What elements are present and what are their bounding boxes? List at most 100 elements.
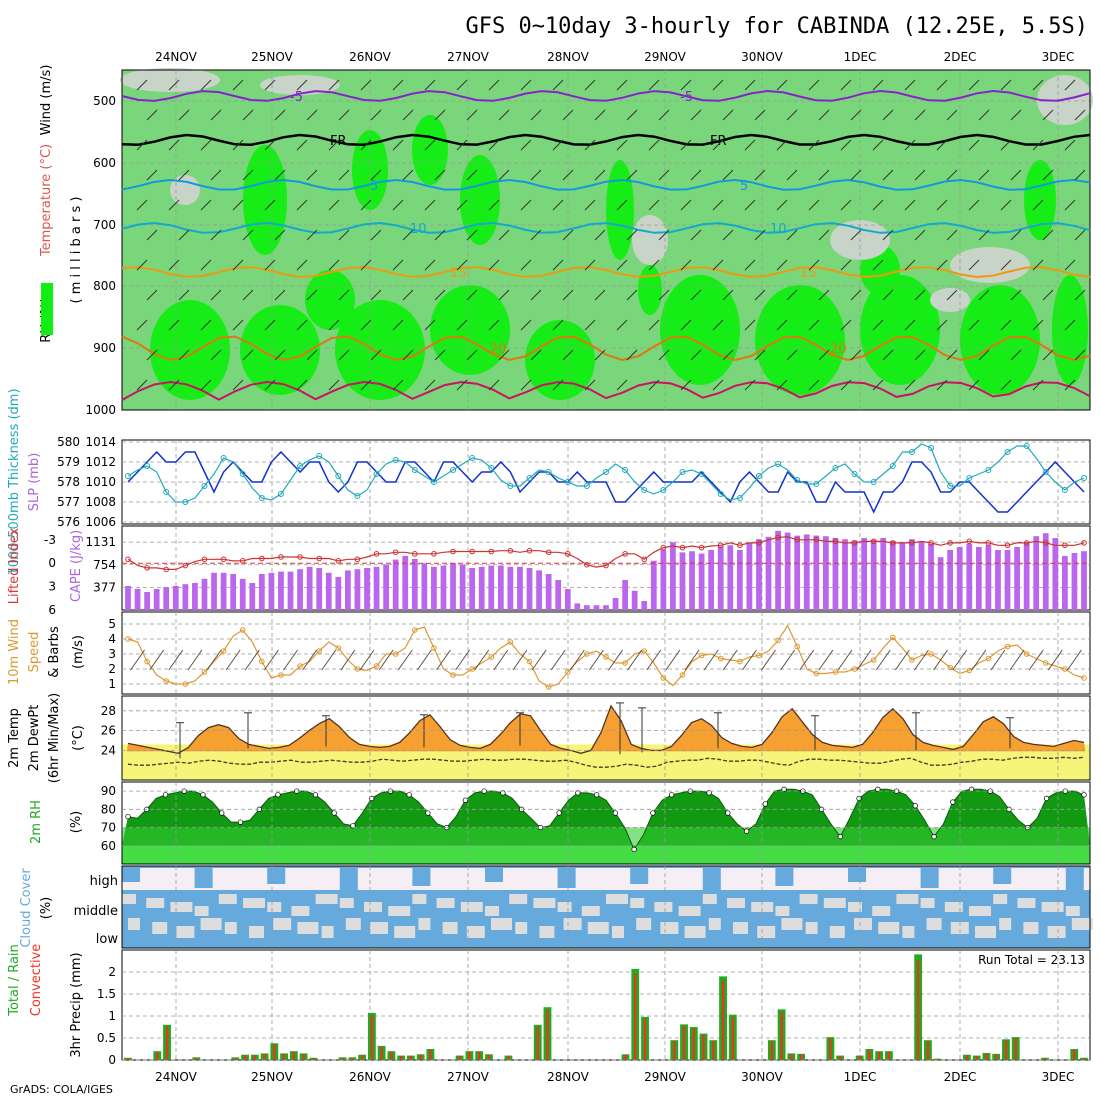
li-point xyxy=(488,548,495,555)
thickness-point xyxy=(717,491,724,497)
wind-barb xyxy=(1010,289,1022,301)
cloud-low-block xyxy=(297,922,319,934)
cloud-low-block xyxy=(660,922,679,934)
wind-barb xyxy=(584,319,596,331)
wind-barb xyxy=(242,169,254,181)
cloud-low-block xyxy=(829,926,845,938)
wind-barb xyxy=(552,79,564,91)
precip-bar-convective xyxy=(478,1051,481,1060)
precip-conv-label: Convective xyxy=(29,944,44,1017)
precip-bar-convective xyxy=(302,1053,305,1060)
wind-barb xyxy=(616,319,628,331)
wind-barb xyxy=(584,199,596,211)
wind-speed-point xyxy=(717,655,724,662)
rh-moist-area xyxy=(430,285,510,375)
precip-bar-convective xyxy=(468,1051,471,1060)
wind-barb xyxy=(136,319,148,331)
wind-barb xyxy=(530,349,542,361)
wind-barb xyxy=(210,169,222,181)
rh-moist-area xyxy=(606,160,634,260)
cape-bar xyxy=(593,605,600,610)
cape-bar xyxy=(861,538,867,610)
cape-bar xyxy=(1042,533,1049,610)
thickness-point xyxy=(679,469,686,475)
wind-barb xyxy=(680,199,692,211)
cloud-low-block xyxy=(563,918,582,930)
thickness-point xyxy=(908,449,915,455)
wind-barb-10m xyxy=(283,649,298,671)
rh-moist-area xyxy=(243,145,287,255)
cloud-low-block xyxy=(152,922,168,934)
date-label-bottom: 24NOV xyxy=(155,1070,197,1084)
li-point xyxy=(851,540,858,546)
cape-bar xyxy=(947,550,954,610)
li-point xyxy=(373,551,380,557)
rh2m-panel: 90 80 70 60 2m RH (%) xyxy=(29,781,1091,865)
wind-barb xyxy=(552,319,564,331)
wind-barb xyxy=(744,379,756,391)
wind-barb-10m xyxy=(914,649,929,671)
wind-barb xyxy=(594,349,606,361)
li-point xyxy=(947,540,953,546)
wind-barb xyxy=(424,139,436,151)
thickness-point xyxy=(660,487,667,493)
li-axis-label: Lifted Index xyxy=(7,527,22,604)
cloud-low-block xyxy=(128,918,140,930)
cloud-mid-block xyxy=(243,898,265,908)
cape-bar xyxy=(364,568,370,610)
thickness-point xyxy=(182,499,189,505)
cloud-low-block xyxy=(466,926,485,938)
wind-speed-point xyxy=(794,643,801,650)
precip-bar-convective xyxy=(731,1016,734,1060)
cape-bar xyxy=(1014,547,1020,610)
wind-speed-point xyxy=(641,648,648,654)
wind-barb xyxy=(488,79,500,91)
wind-barb xyxy=(402,109,414,121)
cloud-mid-block xyxy=(1065,906,1080,916)
wind-barb xyxy=(1010,349,1022,361)
wind-speed-point xyxy=(660,675,667,681)
cloud-low-block xyxy=(224,922,237,934)
cape-bar xyxy=(125,586,131,610)
cloud-low-block xyxy=(442,922,458,934)
wind-barb xyxy=(680,259,692,271)
temp-axis-label: Temperature (°C) xyxy=(39,144,54,257)
wind-barb xyxy=(402,289,414,301)
rh-point xyxy=(1043,795,1050,802)
thickness-tick: 580 xyxy=(57,435,80,449)
li-tick: 3 xyxy=(48,580,56,594)
wind-barb xyxy=(658,109,670,121)
precip-tick: 2 xyxy=(108,965,116,979)
rh-moist-area xyxy=(638,265,662,315)
precip-bar-convective xyxy=(253,1054,256,1060)
precip-bar-convective xyxy=(234,1057,237,1060)
wind-barb-10m xyxy=(244,649,260,671)
wind-barb xyxy=(776,199,788,211)
cloud-low-block xyxy=(273,918,292,930)
cloud-high-block xyxy=(339,868,358,890)
wind-barb-10m xyxy=(875,649,891,671)
rh-point xyxy=(856,795,862,802)
thickness-tick: 578 xyxy=(57,475,80,489)
wind-barb xyxy=(200,259,212,271)
precip-bar-convective xyxy=(926,1041,930,1060)
wind-speed-point xyxy=(220,648,227,654)
cape-bar xyxy=(956,547,963,610)
cape-bar xyxy=(746,542,753,610)
date-label-top: 26NOV xyxy=(349,50,391,64)
wind-barb xyxy=(456,139,468,151)
wind-barb xyxy=(1074,169,1086,181)
precip-bar-convective xyxy=(799,1054,803,1060)
precip-bar-convective xyxy=(507,1055,510,1060)
wind-speed-point xyxy=(775,637,781,644)
li-point xyxy=(239,558,246,564)
li-point xyxy=(163,566,170,573)
cloud-high-block xyxy=(1065,868,1084,890)
li-point xyxy=(1042,540,1049,546)
isotherm-line xyxy=(121,221,1091,234)
precip-bar-convective xyxy=(985,1053,988,1060)
cape-bar xyxy=(842,539,848,610)
rh-point xyxy=(725,810,731,816)
cape-bar xyxy=(555,580,562,610)
wind-barb xyxy=(1010,229,1022,241)
